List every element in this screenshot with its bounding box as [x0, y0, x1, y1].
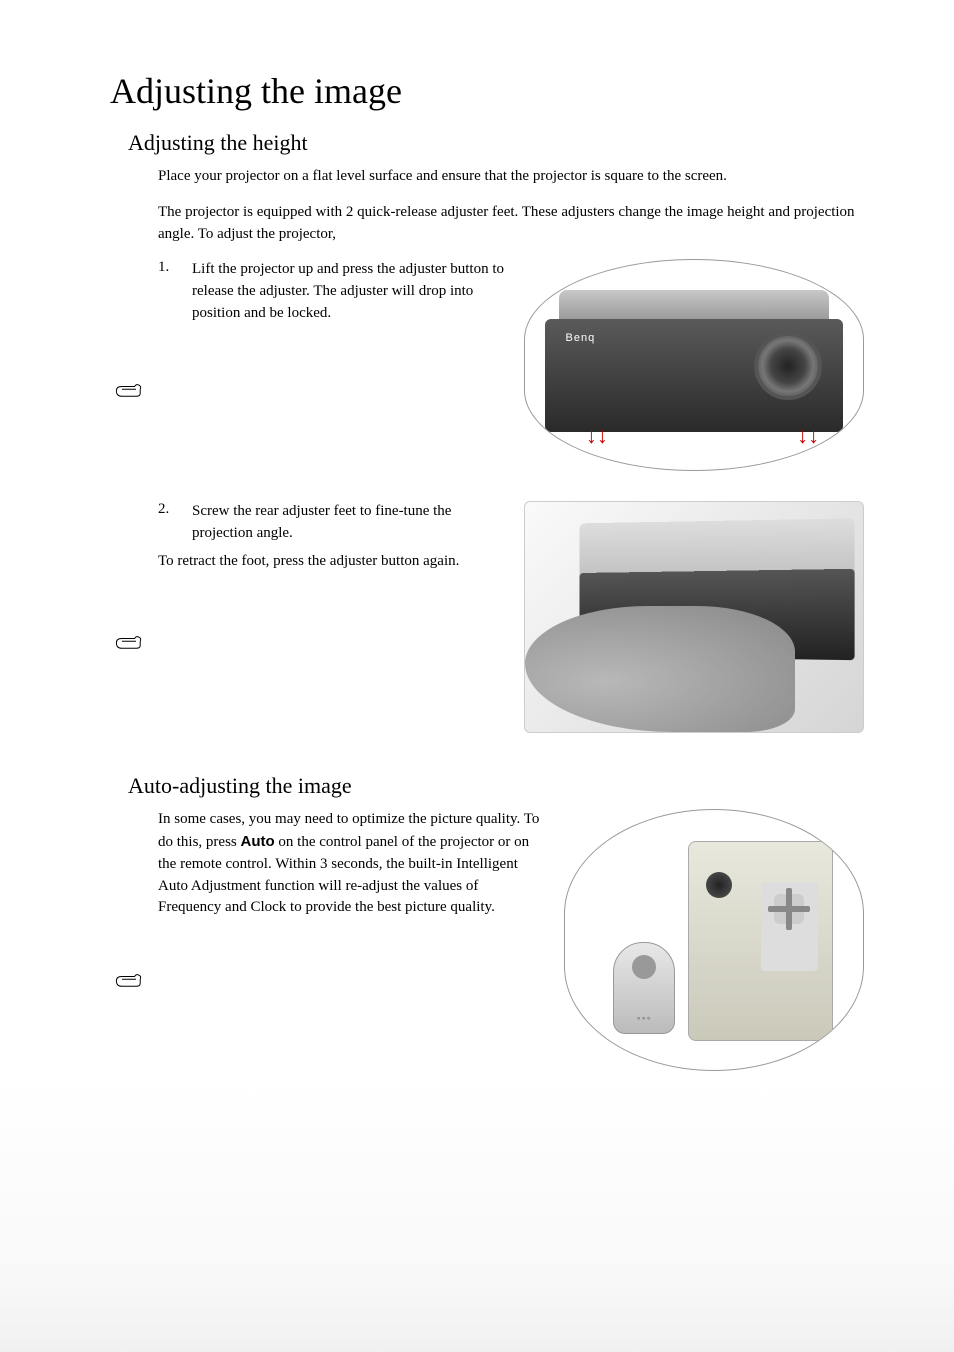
projector-front-illustration: Benq ↓↓ ↓↓ [524, 259, 864, 471]
step2-number: 2. [158, 501, 192, 545]
page-container: Adjusting the image Adjusting the height… [0, 0, 954, 1352]
projector-top-figure: ∘∘∘ [564, 809, 864, 1071]
step2-text-col: 2. Screw the rear adjuster feet to fine-… [110, 501, 504, 582]
adjuster-arrow-right-icon: ↓↓ [797, 423, 819, 449]
remote-buttons-icon: ∘∘∘ [614, 1014, 674, 1023]
projector-top-body [688, 841, 833, 1041]
note-hand-icon [115, 632, 143, 652]
step1-number: 1. [158, 259, 192, 324]
retract-text: To retract the foot, press the adjuster … [158, 551, 504, 573]
step1-list-item: 1. Lift the projector up and press the a… [158, 259, 504, 324]
section2-text-col: In some cases, you may need to optimize … [110, 809, 544, 933]
projector-side-illustration [524, 501, 864, 733]
section2-row: In some cases, you may need to optimize … [110, 809, 864, 1071]
projector-dpad-icon [774, 894, 804, 924]
section1-title: Adjusting the height [128, 130, 864, 156]
projector-side-figure [524, 501, 864, 733]
hand-illustration [525, 606, 795, 733]
remote-control-illustration: ∘∘∘ [613, 942, 675, 1034]
projector-top-lens [706, 872, 732, 898]
section1-paragraph-1: Place your projector on a flat level sur… [158, 166, 864, 188]
section2-title: Auto-adjusting the image [128, 773, 864, 799]
projector-top-illustration: ∘∘∘ [564, 809, 864, 1071]
step2-row: 2. Screw the rear adjuster feet to fine-… [110, 501, 864, 733]
projector-control-panel [761, 882, 818, 971]
auto-keyword: Auto [241, 833, 275, 850]
note-hand-icon [115, 380, 143, 400]
remote-dpad-icon [632, 955, 656, 979]
projector-brand-label: Benq [566, 332, 596, 344]
step1-text-col: 1. Lift the projector up and press the a… [110, 259, 504, 330]
projector-lens [754, 332, 822, 400]
step1-row: 1. Lift the projector up and press the a… [110, 259, 864, 471]
projector-front-figure: Benq ↓↓ ↓↓ [524, 259, 864, 471]
main-heading: Adjusting the image [110, 70, 864, 112]
adjuster-arrow-left-icon: ↓↓ [586, 423, 608, 449]
section1-paragraph-2: The projector is equipped with 2 quick-r… [158, 202, 864, 246]
note-hand-icon [115, 970, 143, 990]
step2-list-item: 2. Screw the rear adjuster feet to fine-… [158, 501, 504, 545]
step1-text: Lift the projector up and press the adju… [192, 259, 504, 324]
step2-text: Screw the rear adjuster feet to fine-tun… [192, 501, 504, 545]
section2-body: In some cases, you may need to optimize … [158, 809, 544, 919]
